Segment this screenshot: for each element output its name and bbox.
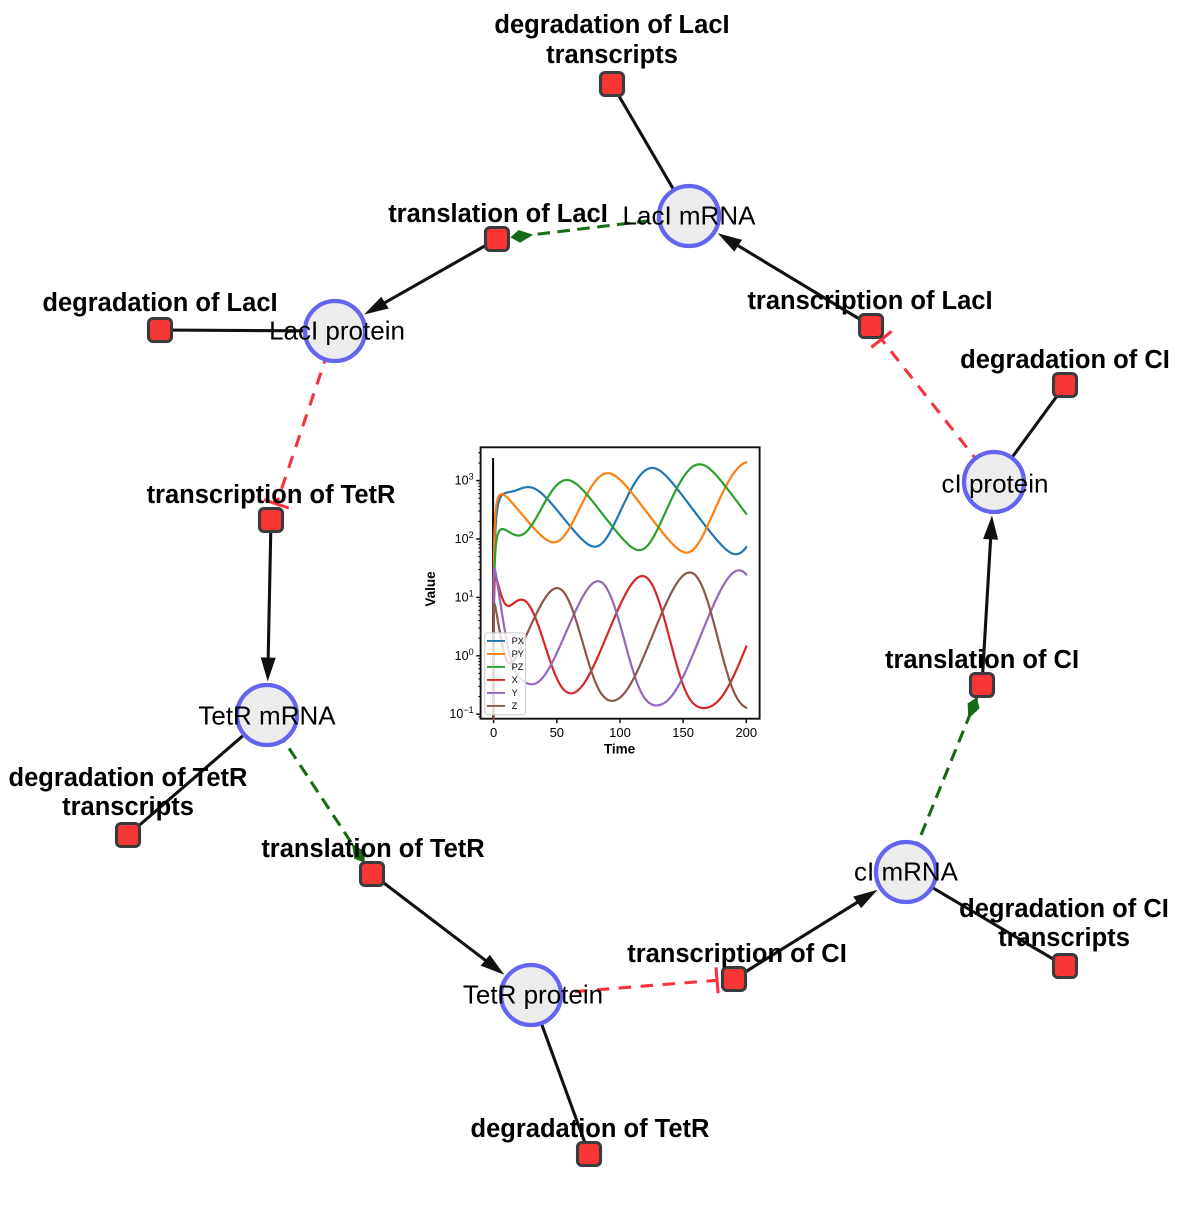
svg-text:LacI protein: LacI protein: [269, 316, 405, 346]
svg-text:degradation of TetR: degradation of TetR: [471, 1115, 710, 1143]
svg-text:Value: Value: [423, 571, 438, 607]
svg-text:100: 100: [609, 725, 631, 740]
svg-text:degradation of CI: degradation of CI: [959, 895, 1169, 923]
svg-text:PZ: PZ: [512, 662, 524, 672]
svg-text:transcription of LacI: transcription of LacI: [747, 287, 992, 315]
svg-text:Y: Y: [512, 688, 518, 698]
svg-text:PX: PX: [512, 636, 524, 646]
svg-text:Time: Time: [604, 742, 636, 757]
svg-text:degradation of LacI: degradation of LacI: [42, 289, 277, 317]
svg-text:translation of TetR: translation of TetR: [261, 835, 484, 863]
svg-text:cI protein: cI protein: [942, 469, 1049, 499]
svg-text:transcripts: transcripts: [546, 41, 678, 69]
svg-text:degradation of CI: degradation of CI: [960, 346, 1170, 374]
svg-text:translation of LacI: translation of LacI: [388, 200, 608, 228]
svg-text:transcripts: transcripts: [998, 924, 1130, 952]
svg-text:50: 50: [550, 725, 564, 740]
svg-text:transcription of CI: transcription of CI: [627, 940, 847, 968]
svg-text:LacI mRNA: LacI mRNA: [623, 201, 757, 231]
svg-text:Z: Z: [512, 701, 518, 711]
svg-text:transcription of TetR: transcription of TetR: [147, 481, 396, 509]
svg-text:X: X: [512, 675, 518, 685]
svg-text:degradation of LacI: degradation of LacI: [494, 11, 729, 39]
svg-text:degradation of TetR: degradation of TetR: [9, 764, 248, 792]
svg-text:200: 200: [735, 725, 757, 740]
svg-text:TetR protein: TetR protein: [463, 980, 603, 1010]
svg-text:cI mRNA: cI mRNA: [854, 857, 959, 887]
svg-text:PY: PY: [512, 649, 524, 659]
svg-text:translation of CI: translation of CI: [885, 646, 1079, 674]
svg-text:TetR mRNA: TetR mRNA: [198, 701, 336, 731]
svg-text:transcripts: transcripts: [62, 793, 194, 821]
svg-text:0: 0: [490, 725, 497, 740]
svg-text:150: 150: [672, 725, 694, 740]
